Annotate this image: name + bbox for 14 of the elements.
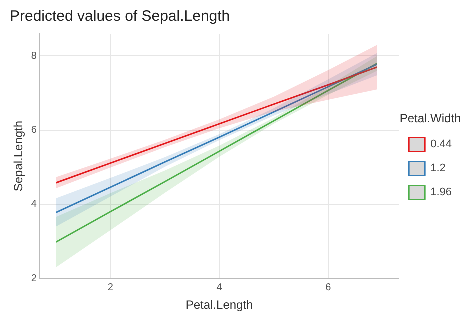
legend-label: 0.44 xyxy=(430,138,452,151)
y-tick-label: 6 xyxy=(31,125,38,136)
x-tick-label: 6 xyxy=(326,282,332,294)
x-axis-title: Petal.Length xyxy=(186,298,254,312)
y-tick-label: 4 xyxy=(31,199,38,210)
y-tick-label: 2 xyxy=(31,273,38,284)
legend-title: Petal.Width xyxy=(400,112,462,126)
legend-label: 1.96 xyxy=(430,186,452,199)
legend-label: 1.2 xyxy=(430,162,446,175)
x-tick-label: 4 xyxy=(216,282,223,294)
y-axis-title: Sepal.Length xyxy=(12,120,26,192)
chart-title: Predicted values of Sepal.Length xyxy=(10,8,230,26)
x-tick-label: 2 xyxy=(108,282,114,294)
y-tick-label: 8 xyxy=(31,50,38,62)
